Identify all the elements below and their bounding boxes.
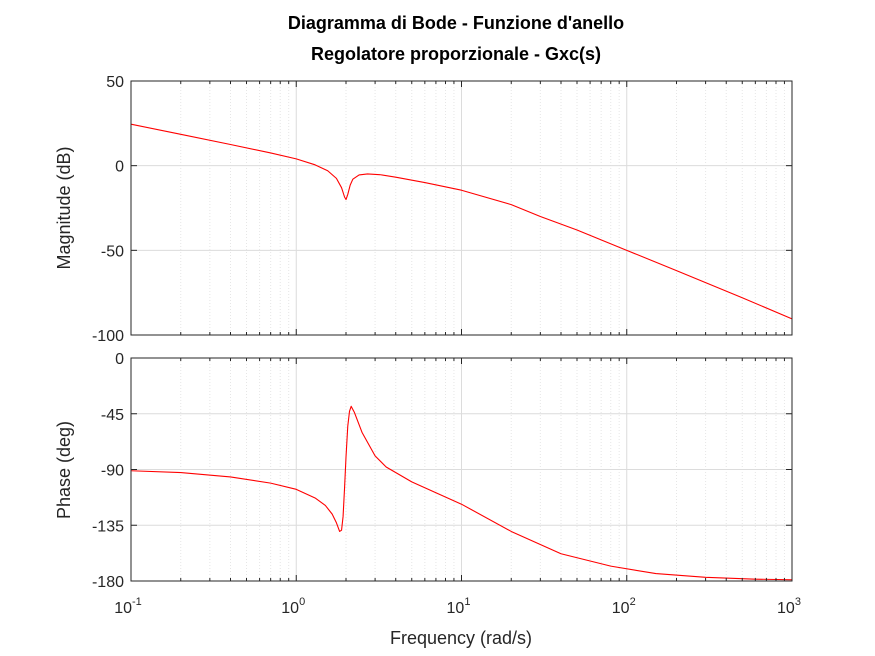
frequency-xlabel: Frequency (rad/s) [390, 628, 532, 648]
magnitude-grid [131, 81, 792, 335]
phase-ytick-label: 0 [115, 351, 124, 368]
frequency-tick-exponent: 1 [464, 596, 470, 608]
frequency-tick-exponent: 2 [630, 596, 636, 608]
frequency-tick-label: 101 [447, 596, 471, 617]
frequency-tick-exponent: 0 [299, 596, 305, 608]
frequency-tick-label: 103 [777, 596, 801, 617]
frequency-tick-label: 10-1 [114, 596, 142, 617]
phase-series [130, 405, 793, 581]
phase-ytick-label: -45 [101, 407, 124, 424]
chart-title-line2: Regolatore proporzionale - Gxc(s) [311, 44, 601, 64]
magnitude-ytick-label: -50 [101, 243, 124, 260]
phase-ytick-label: -135 [92, 518, 124, 535]
frequency-tick-exponent: 3 [795, 596, 801, 608]
chart-title-line1: Diagramma di Bode - Funzione d'anello [288, 13, 624, 33]
magnitude-ytick-label: 50 [106, 74, 124, 91]
frequency-tick-labels: 10-1 100 101 102 103 [114, 596, 801, 617]
frequency-tick-exponent: -1 [132, 596, 142, 608]
phase-ylabel: Phase (deg) [54, 421, 74, 519]
magnitude-axes: 50 0 -50 -100 Magnitude (dB) [54, 74, 793, 345]
magnitude-series [130, 123, 793, 320]
magnitude-ylabel: Magnitude (dB) [54, 146, 74, 269]
phase-axes: 0 -45 -90 -135 -180 Phase (deg) [54, 351, 793, 591]
phase-ticks: 0 -45 -90 -135 -180 [92, 351, 792, 591]
magnitude-ytick-label: 0 [115, 159, 124, 176]
magnitude-ytick-label: -100 [92, 328, 124, 345]
phase-line [130, 405, 793, 581]
phase-ytick-label: -90 [101, 463, 124, 480]
phase-ytick-label: -180 [92, 574, 124, 591]
frequency-tick-label: 102 [612, 596, 636, 617]
magnitude-ticks: 50 0 -50 -100 [92, 74, 792, 345]
magnitude-line [130, 123, 793, 320]
phase-grid [131, 358, 792, 581]
frequency-tick-label: 100 [281, 596, 305, 617]
